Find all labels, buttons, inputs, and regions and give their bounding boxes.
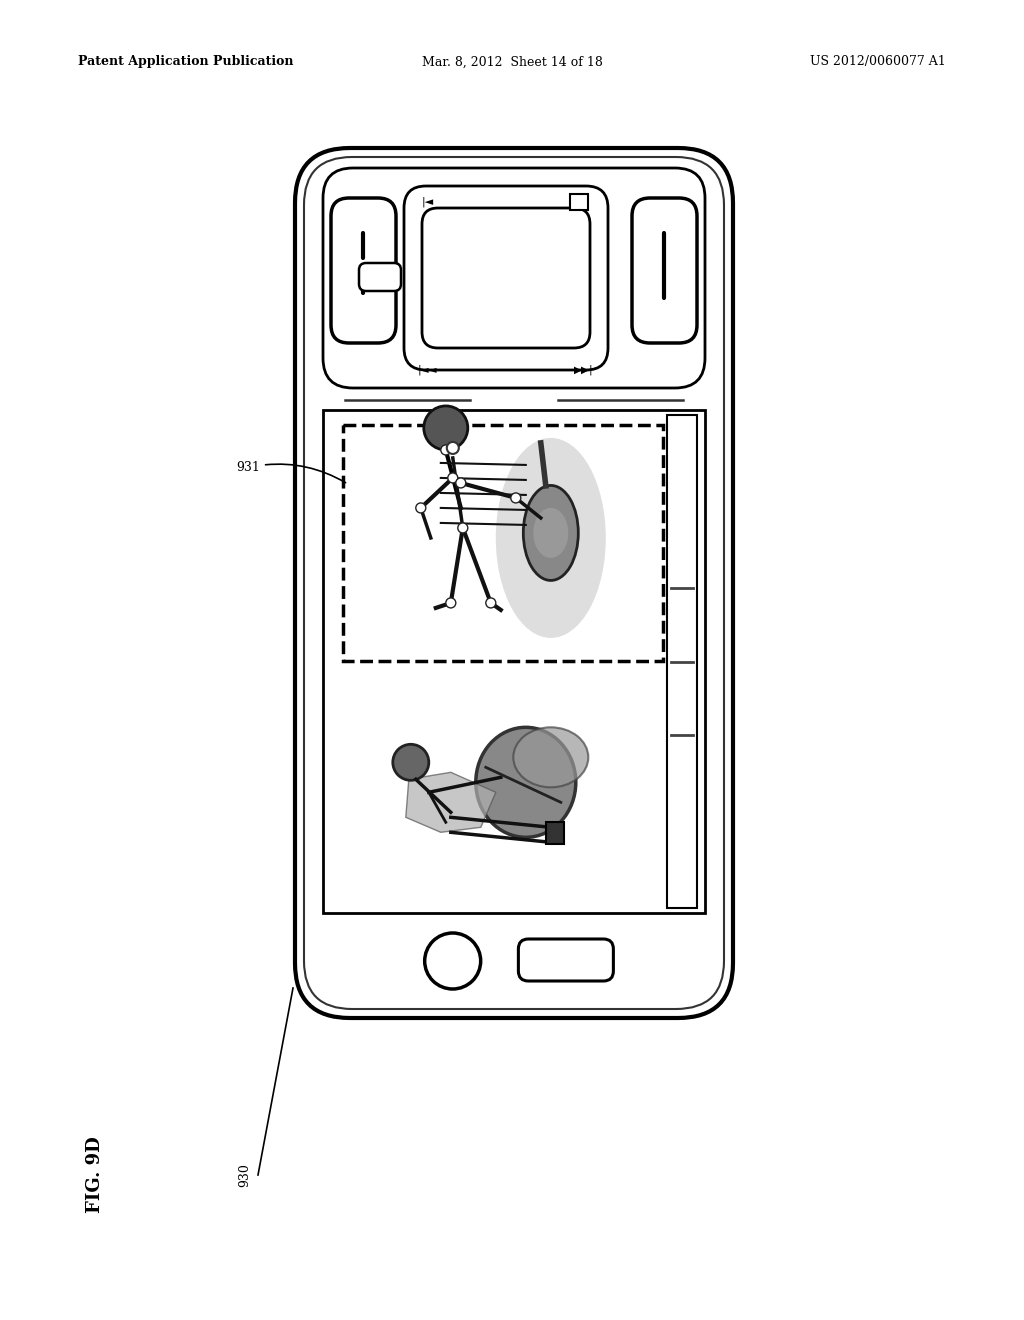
Circle shape [445, 598, 456, 609]
Circle shape [456, 478, 466, 488]
FancyBboxPatch shape [295, 148, 733, 1018]
FancyBboxPatch shape [518, 939, 613, 981]
Text: |◄: |◄ [422, 197, 434, 207]
Bar [323, 411, 705, 913]
Ellipse shape [513, 727, 589, 787]
Circle shape [424, 407, 468, 450]
Bar [343, 425, 663, 661]
Circle shape [446, 442, 459, 454]
Bar [570, 194, 588, 210]
Text: ▶▶|: ▶▶| [574, 364, 594, 375]
Circle shape [458, 523, 468, 533]
Ellipse shape [523, 486, 579, 581]
Text: FIG. 9D: FIG. 9D [86, 1137, 104, 1213]
Circle shape [485, 598, 496, 609]
Text: Patent Application Publication: Patent Application Publication [78, 55, 294, 69]
Ellipse shape [534, 508, 568, 558]
Text: |◄◄: |◄◄ [418, 364, 437, 375]
Text: US 2012/0060077 A1: US 2012/0060077 A1 [810, 55, 946, 69]
FancyBboxPatch shape [331, 198, 396, 343]
FancyBboxPatch shape [422, 209, 590, 348]
Circle shape [416, 503, 426, 513]
FancyBboxPatch shape [404, 186, 608, 370]
Circle shape [393, 744, 429, 780]
Circle shape [425, 933, 480, 989]
FancyBboxPatch shape [323, 168, 705, 388]
Ellipse shape [496, 438, 606, 638]
Ellipse shape [476, 727, 575, 837]
Circle shape [447, 473, 458, 483]
FancyBboxPatch shape [304, 157, 724, 1008]
Text: 930: 930 [239, 1163, 252, 1187]
Text: 931: 931 [237, 461, 346, 483]
Bar [546, 822, 564, 845]
Polygon shape [406, 772, 496, 833]
Bar [667, 414, 697, 908]
FancyBboxPatch shape [632, 198, 697, 343]
FancyBboxPatch shape [359, 263, 401, 290]
Circle shape [440, 445, 451, 455]
Text: Mar. 8, 2012  Sheet 14 of 18: Mar. 8, 2012 Sheet 14 of 18 [422, 55, 602, 69]
Circle shape [511, 492, 521, 503]
